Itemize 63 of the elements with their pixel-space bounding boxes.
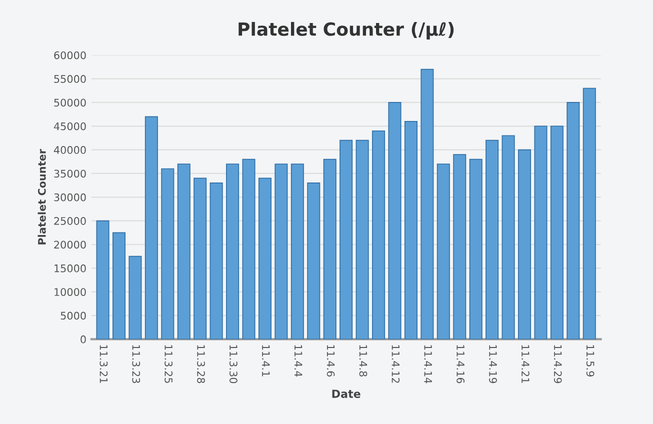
x-tick-label: 11.4.8 xyxy=(359,345,368,376)
x-tick-label: 11.5.9 xyxy=(586,345,594,376)
bar xyxy=(96,220,110,340)
y-tick-label: 5000 xyxy=(60,312,86,320)
bar xyxy=(550,126,564,340)
bar xyxy=(242,158,256,340)
bar xyxy=(420,68,434,340)
bar xyxy=(274,164,288,340)
bar xyxy=(566,102,580,340)
bar xyxy=(161,168,174,340)
y-tick-label: 60000 xyxy=(54,51,86,60)
bar xyxy=(469,158,482,340)
x-tick-label: 11.4.14 xyxy=(424,345,432,384)
bar xyxy=(112,232,126,340)
x-tick-label: 11.4.16 xyxy=(456,345,464,384)
bar xyxy=(177,164,190,340)
bar xyxy=(388,102,402,340)
x-tick-label: 11.4.19 xyxy=(489,345,497,384)
bar xyxy=(436,164,450,340)
x-tick-label: 11.4.1 xyxy=(262,345,270,376)
bar xyxy=(453,154,466,340)
x-tick-label: 11.4.6 xyxy=(326,345,335,377)
bar xyxy=(144,116,158,340)
x-tick-label: 11.3.25 xyxy=(164,345,173,383)
bar xyxy=(534,126,548,340)
bar xyxy=(372,130,386,340)
bar xyxy=(404,120,418,340)
x-tick-label: 11.4.4 xyxy=(294,345,302,377)
y-tick-label: 20000 xyxy=(54,240,86,249)
x-tick-label: 11.3.21 xyxy=(100,345,108,383)
y-tick-label: 30000 xyxy=(54,193,86,202)
y-tick-label: 50000 xyxy=(54,98,86,107)
x-tick-label: 11.3.23 xyxy=(132,345,140,383)
y-tick-label: 45000 xyxy=(54,122,86,130)
bar xyxy=(194,178,207,340)
x-tick-label: 11.3.28 xyxy=(197,345,205,384)
bar xyxy=(518,149,532,340)
bar xyxy=(486,140,499,340)
y-tick-label: 0 xyxy=(80,335,86,344)
bar xyxy=(356,140,369,340)
bar xyxy=(128,256,142,340)
bar xyxy=(340,140,353,340)
chart-title: Platelet Counter (/μℓ) xyxy=(238,22,454,40)
x-axis-title: Date xyxy=(332,390,360,398)
x-tick-label: 11.4.21 xyxy=(522,345,530,383)
y-axis-title: Platelet Counter xyxy=(38,149,46,244)
x-tick-label: 11.3.30 xyxy=(230,345,238,384)
bar xyxy=(502,135,515,340)
y-tick-label: 55000 xyxy=(54,75,86,83)
y-tick-label: 15000 xyxy=(54,264,86,272)
y-tick-label: 25000 xyxy=(54,217,86,225)
bar xyxy=(226,164,240,340)
bar xyxy=(582,88,596,340)
bar xyxy=(323,158,336,340)
x-tick-label: 11.4.29 xyxy=(554,345,562,384)
bar xyxy=(258,178,272,340)
y-tick-label: 40000 xyxy=(54,146,86,154)
bar xyxy=(290,164,304,340)
bar xyxy=(210,182,223,340)
y-tick-label: 10000 xyxy=(54,288,86,296)
bar xyxy=(307,182,320,340)
y-tick-label: 35000 xyxy=(54,170,86,178)
x-tick-label: 11.4.12 xyxy=(392,345,400,383)
